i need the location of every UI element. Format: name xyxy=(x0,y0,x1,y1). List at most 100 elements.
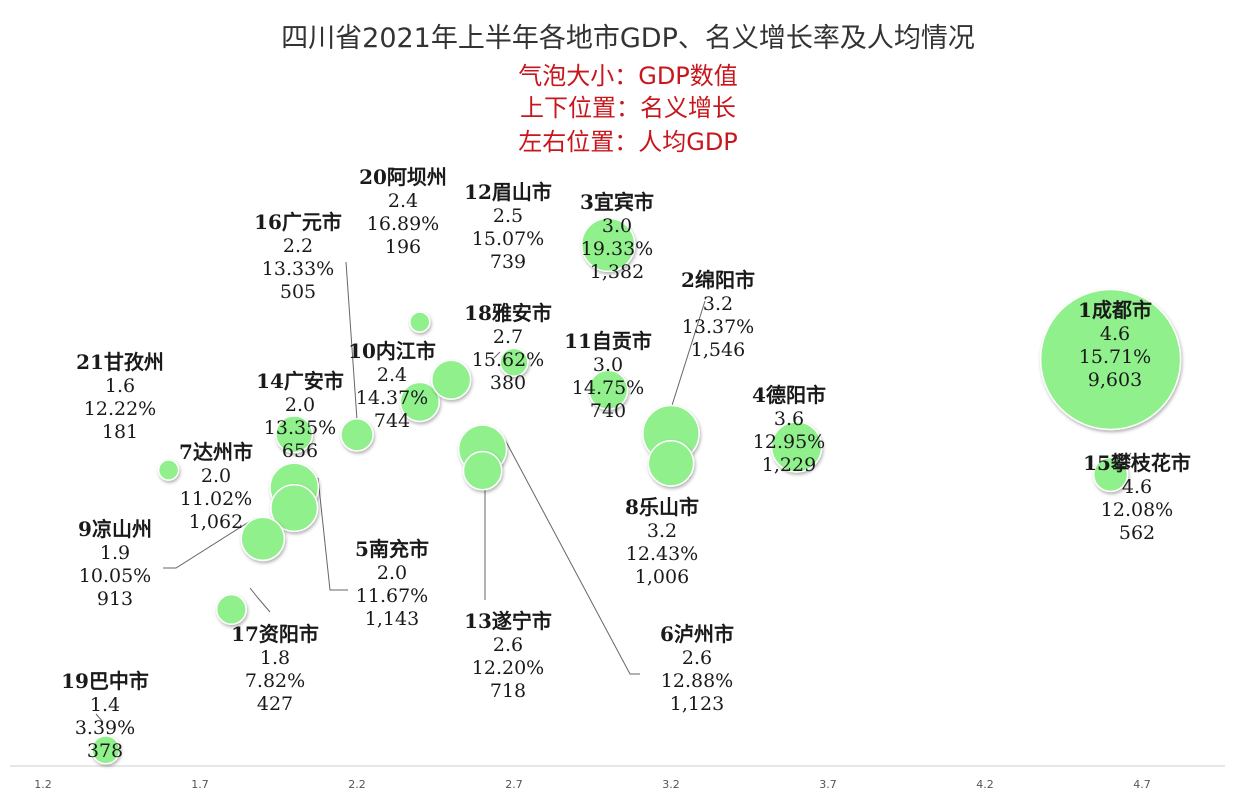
label-y: 15.07% xyxy=(472,228,544,250)
leader-line xyxy=(163,517,256,569)
label-y: 13.37% xyxy=(682,316,754,338)
label-size: 505 xyxy=(280,281,316,303)
label-size: 739 xyxy=(490,251,526,273)
subtitle-size: 气泡大小：GDP数值 xyxy=(518,62,738,90)
label-size: 1,062 xyxy=(189,511,243,533)
label-name: 4德阳市 xyxy=(752,383,826,407)
label-size: 196 xyxy=(385,236,421,258)
label-name: 9凉山州 xyxy=(78,517,152,541)
label-x: 2.4 xyxy=(388,190,418,212)
label-name: 14广安市 xyxy=(256,369,344,393)
label-x: 2.4 xyxy=(377,364,407,386)
label-size: 378 xyxy=(87,740,123,762)
leader-line xyxy=(317,477,348,591)
label-size: 1,123 xyxy=(670,693,724,715)
label-name: 13遂宁市 xyxy=(464,609,552,633)
label-y: 14.75% xyxy=(572,377,644,399)
label-x: 4.6 xyxy=(1100,323,1130,345)
leader-line xyxy=(249,587,271,613)
leader-line xyxy=(493,351,501,359)
label-size: 744 xyxy=(374,410,410,432)
label-x: 2.6 xyxy=(682,647,712,669)
label-size: 1,229 xyxy=(762,454,816,476)
label-size: 913 xyxy=(97,588,133,610)
bubble xyxy=(499,347,529,377)
label-x: 3.2 xyxy=(647,520,677,542)
label-size: 1,143 xyxy=(365,608,419,630)
x-tick-label: 3.7 xyxy=(819,778,837,791)
label-size: 1,382 xyxy=(590,261,644,283)
label-y: 12.43% xyxy=(626,543,698,565)
label-y: 7.82% xyxy=(245,670,305,692)
leader-line xyxy=(95,713,104,723)
label-x: 3.0 xyxy=(593,354,623,376)
bubble xyxy=(91,735,121,765)
bubble xyxy=(215,593,247,625)
label-x: 3.2 xyxy=(703,293,733,315)
label-name: 10内江市 xyxy=(348,339,436,363)
bubble xyxy=(462,450,503,491)
label-x: 3.6 xyxy=(774,408,804,430)
label-x: 1.4 xyxy=(90,694,120,716)
label-size: 718 xyxy=(490,680,526,702)
label-x: 2.6 xyxy=(493,634,523,656)
label-name: 5南充市 xyxy=(355,537,429,561)
leader-line xyxy=(502,435,640,675)
label-x: 2.5 xyxy=(493,205,523,227)
label-y: 11.02% xyxy=(180,488,252,510)
bubble xyxy=(270,484,319,533)
label-name: 12眉山市 xyxy=(464,180,552,204)
label-size: 9,603 xyxy=(1088,369,1142,391)
x-tick-label: 4.2 xyxy=(976,778,994,791)
x-tick-label: 3.2 xyxy=(662,778,680,791)
label-y: 12.95% xyxy=(753,431,825,453)
label-y: 14.37% xyxy=(356,387,428,409)
label-x: 2.2 xyxy=(283,235,313,257)
label-size: 1,006 xyxy=(635,566,689,588)
x-axis-ticks: 1.2 1.7 2.2 2.7 3.2 3.7 4.2 4.7 xyxy=(34,778,1151,791)
label-size: 427 xyxy=(257,693,293,715)
x-tick-label: 2.7 xyxy=(505,778,523,791)
label-y: 12.20% xyxy=(472,657,544,679)
label-name: 15攀枝花市 xyxy=(1083,451,1191,475)
label-y: 3.39% xyxy=(75,717,135,739)
label-name: 16广元市 xyxy=(254,210,342,234)
leader-lines xyxy=(95,261,1132,723)
subtitle-vertical: 上下位置：名义增长 xyxy=(520,94,736,122)
bubble xyxy=(240,516,286,562)
label-name: 7达州市 xyxy=(179,440,253,464)
label-y: 15.62% xyxy=(472,349,544,371)
label-y: 12.22% xyxy=(84,398,156,420)
label-x: 2.0 xyxy=(285,394,315,416)
label-x: 2.0 xyxy=(201,465,231,487)
subtitle-horizontal: 左右位置：人均GDP xyxy=(518,128,738,156)
x-tick-label: 4.7 xyxy=(1133,778,1151,791)
bubble xyxy=(580,217,636,273)
label-size: 740 xyxy=(590,400,626,422)
leader-line xyxy=(667,300,706,419)
x-tick-label: 2.2 xyxy=(348,778,366,791)
leader-line xyxy=(345,261,358,421)
label-y: 16.89% xyxy=(367,213,439,235)
bubble xyxy=(157,459,180,481)
bubble xyxy=(1039,288,1182,431)
label-y: 12.88% xyxy=(661,670,733,692)
label-size: 181 xyxy=(102,421,138,443)
label-y: 13.35% xyxy=(264,417,336,439)
label-name: 1成都市 xyxy=(1078,298,1152,322)
bubble xyxy=(399,381,441,423)
